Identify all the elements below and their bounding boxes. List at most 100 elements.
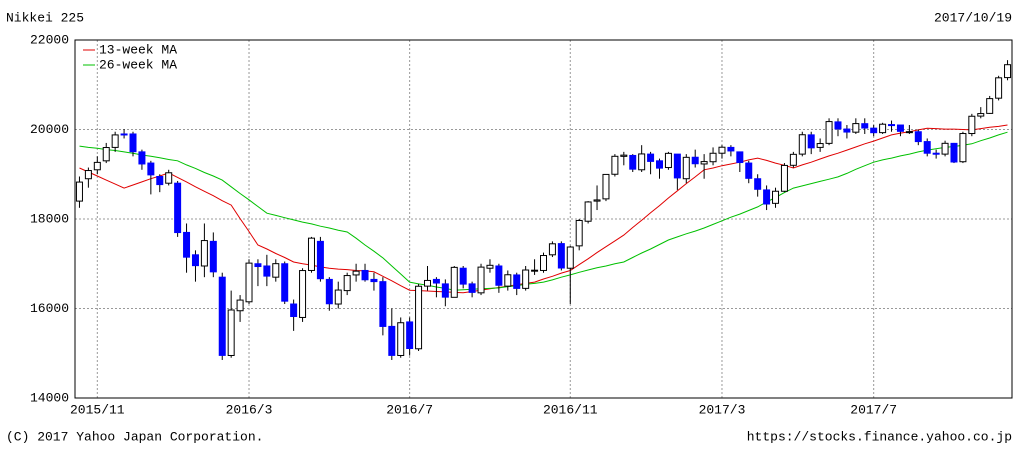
candle-body (959, 133, 967, 163)
candle-body (932, 152, 940, 155)
candle-body (745, 162, 753, 179)
candle-body (84, 170, 92, 180)
candle-body (602, 173, 610, 200)
legend-label: 13-week MA (99, 42, 177, 57)
candle-body (718, 146, 726, 154)
candle-body (290, 303, 298, 318)
y-tick-label: 18000 (30, 211, 69, 226)
candle-body (789, 153, 797, 166)
source-url: https://stocks.finance.yahoo.co.jp (747, 429, 1012, 444)
candle-body (299, 270, 307, 318)
candle-body (147, 162, 155, 176)
candle-body (656, 160, 664, 169)
candle-body (120, 133, 128, 136)
candle-body (343, 275, 351, 292)
candle-body (941, 142, 949, 155)
candle-body (245, 262, 253, 303)
candle-body (888, 124, 896, 127)
candle-body (183, 231, 191, 258)
candle-body (334, 289, 342, 305)
candle-body (736, 151, 744, 164)
candle-body (986, 98, 994, 114)
candle-body (316, 240, 324, 280)
candle-body (459, 267, 467, 285)
candle-body (138, 151, 146, 165)
candle-body (825, 121, 833, 144)
candle-body (486, 264, 494, 269)
candle-body (557, 243, 565, 269)
candle-body (861, 123, 869, 129)
candle-body (361, 269, 369, 281)
x-tick-label: 2015/11 (70, 402, 125, 417)
candle-body (834, 121, 842, 130)
candle-body (807, 134, 815, 149)
moving-average-line (79, 124, 1008, 294)
candle-body (629, 154, 637, 170)
x-tick-label: 2017/7 (850, 402, 897, 417)
candle-body (370, 278, 378, 283)
candle-body (218, 276, 226, 356)
candle-body (432, 278, 440, 284)
candle-body (1004, 64, 1012, 79)
x-tick-label: 2017/3 (699, 402, 746, 417)
candle-body (227, 309, 235, 356)
y-tick-label: 22000 (30, 32, 69, 47)
candle-body (165, 172, 173, 184)
candle-body (593, 199, 601, 202)
candle-body (754, 178, 762, 190)
candle-body (852, 123, 860, 133)
candle-body (772, 190, 780, 204)
candle-body (816, 143, 824, 148)
x-tick-label: 2016/11 (543, 402, 598, 417)
candle-body (191, 254, 199, 267)
candle-body (709, 152, 717, 163)
candle-body (923, 141, 931, 154)
candle-body (325, 278, 333, 305)
candle-body (406, 321, 414, 350)
candle-body (477, 266, 485, 294)
candle-body (905, 131, 913, 134)
candle-body (129, 133, 137, 153)
candle-body (896, 124, 904, 132)
candle-body (379, 281, 387, 327)
candle-body (156, 175, 164, 186)
candle-body (468, 283, 476, 293)
candle-body (548, 243, 556, 256)
chart-title: Nikkei 225 (6, 10, 84, 25)
candle-body (441, 283, 449, 298)
candle-body (200, 240, 208, 267)
candle-body (727, 146, 735, 152)
candle-body (236, 299, 244, 312)
candle-body (664, 152, 672, 169)
candle-body (495, 265, 503, 286)
y-tick-label: 14000 (30, 390, 69, 405)
candle-body (763, 189, 771, 205)
copyright: (C) 2017 Yahoo Japan Corporation. (6, 429, 263, 444)
candle-body (111, 134, 119, 148)
candle-body (540, 255, 547, 271)
candle-body (682, 156, 690, 180)
legend-label: 26-week MA (99, 57, 177, 72)
candle-body (995, 77, 1003, 99)
chart-date: 2017/10/19 (934, 10, 1012, 25)
candle-body (691, 156, 699, 165)
y-tick-label: 20000 (30, 122, 69, 137)
candle-body (423, 279, 431, 287)
candle-body (798, 134, 806, 155)
candle-body (450, 266, 458, 298)
candle-body (620, 154, 628, 157)
candle-body (522, 269, 530, 289)
candle-body (843, 128, 851, 133)
candle-body (281, 263, 289, 302)
candle-body (647, 153, 655, 162)
candle-body (611, 155, 619, 175)
candle-body (914, 131, 922, 143)
candle-body (504, 274, 512, 287)
candle-body (977, 113, 985, 117)
candle-body (968, 115, 976, 135)
candle-body (513, 274, 521, 289)
candle-body (879, 123, 887, 134)
candle-body (388, 325, 396, 356)
candle-body (272, 263, 280, 278)
